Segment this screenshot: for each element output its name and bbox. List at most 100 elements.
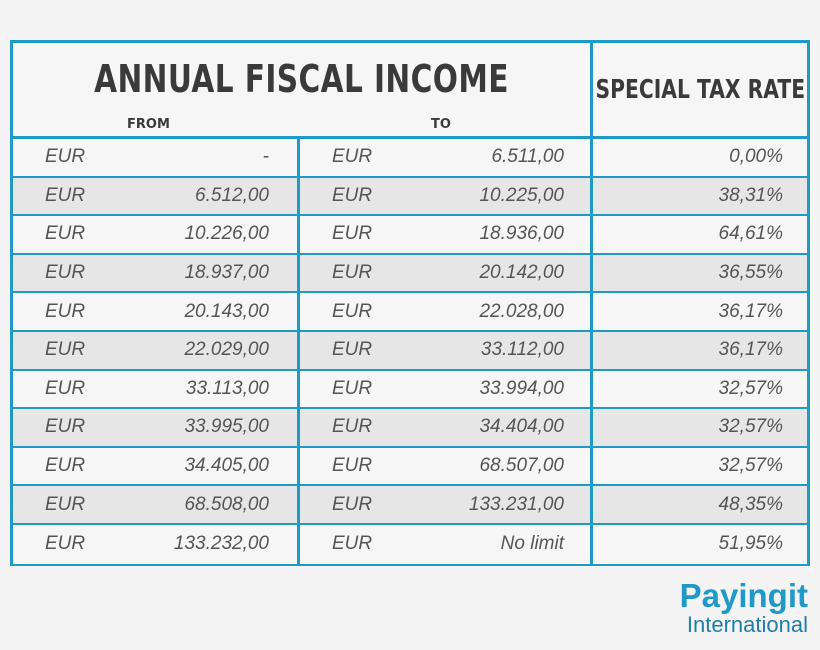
tax-rate-value: 38,31% [718,184,783,206]
to-cell: EUR No limit [300,524,593,564]
tax-rate-value: 32,57% [718,455,783,477]
to-cell: EUR 33.112,00 [300,331,593,369]
to-cell: EUR 18.936,00 [300,216,593,253]
from-amount: 18.937,00 [184,262,269,284]
to-currency: EUR [332,300,373,322]
from-currency: EUR [45,416,86,438]
to-amount: 34.404,00 [479,416,564,438]
from-cell: EUR 68.508,00 [13,486,300,523]
from-amount: 33.995,00 [184,416,269,438]
rate-cell: 32,57% [593,409,807,446]
from-amount: 20.143,00 [184,300,269,322]
tax-rate-table: ANNUAL FISCAL INCOME FROM TO SPECIAL TAX… [10,40,810,566]
rate-title: SPECIAL TAX RATE [595,74,805,105]
from-currency: EUR [45,533,86,555]
rate-cell: 36,55% [593,255,807,292]
to-currency: EUR [332,377,373,399]
rate-cell: 38,31% [593,178,807,215]
from-currency: EUR [45,377,86,399]
table-row: EUR 33.113,00 EUR 33.994,00 32,57% [13,370,807,410]
to-currency: EUR [332,455,373,477]
from-cell: EUR 34.405,00 [13,447,300,485]
to-cell: EUR 20.142,00 [300,254,593,292]
from-label: FROM [127,117,170,132]
rate-cell: 32,57% [593,448,807,485]
tax-rate-value: 48,35% [718,493,783,515]
from-amount: 133.232,00 [173,533,269,555]
from-currency: EUR [45,146,86,168]
rate-header: SPECIAL TAX RATE [593,43,807,136]
from-currency: EUR [45,455,86,477]
table-row: EUR 133.232,00 EUR No limit 51,95% [13,524,807,564]
from-cell: EUR 18.937,00 [13,254,300,292]
to-amount: No limit [500,533,564,555]
to-currency: EUR [332,416,373,438]
tax-rate-value: 32,57% [718,416,783,438]
rate-cell: 48,35% [593,486,807,523]
tax-rate-value: 32,57% [718,377,783,399]
to-currency: EUR [332,223,373,245]
to-amount: 33.112,00 [480,339,564,361]
table-row: EUR 6.512,00 EUR 10.225,00 38,31% [13,177,807,217]
income-title: ANNUAL FISCAL INCOME [94,57,509,101]
tax-rate-value: 36,17% [718,300,783,322]
table-row: EUR 33.995,00 EUR 34.404,00 32,57% [13,409,807,448]
to-amount: 10.225,00 [479,184,564,206]
to-currency: EUR [332,533,373,555]
table-row: EUR 22.029,00 EUR 33.112,00 36,17% [13,331,807,371]
from-cell: EUR 33.995,00 [13,409,300,446]
rate-cell: 36,17% [593,332,807,369]
from-cell: EUR 6.512,00 [13,177,300,215]
from-currency: EUR [45,493,86,515]
table-row: EUR 10.226,00 EUR 18.936,00 64,61% [13,216,807,255]
table-body: EUR - EUR 6.511,00 0,00% EUR 6.512,00 EUR 10.225… [13,139,807,564]
to-currency: EUR [332,146,373,168]
from-cell: EUR 133.232,00 [13,524,300,564]
rate-cell: 0,00% [593,139,807,176]
table-row: EUR 18.937,00 EUR 20.142,00 36,55% [13,254,807,294]
to-cell: EUR 34.404,00 [300,409,593,446]
to-amount: 68.507,00 [479,455,564,477]
tax-rate-value: 51,95% [718,533,783,555]
to-cell: EUR 33.994,00 [300,370,593,408]
from-amount: 34.405,00 [184,455,269,477]
tax-rate-value: 0,00% [729,146,783,168]
tax-rate-value: 36,55% [718,262,783,284]
tax-rate-value: 64,61% [718,223,783,245]
from-currency: EUR [45,184,86,206]
from-cell: EUR 20.143,00 [13,293,300,330]
table-row: EUR 34.405,00 EUR 68.507,00 32,57% [13,447,807,487]
from-currency: EUR [45,339,86,361]
to-cell: EUR 133.231,00 [300,486,593,523]
tax-rate-value: 36,17% [718,339,783,361]
from-amount: 22.029,00 [184,339,269,361]
from-amount: 6.512,00 [195,184,269,206]
table-header: ANNUAL FISCAL INCOME FROM TO SPECIAL TAX… [13,43,807,139]
to-currency: EUR [332,262,373,284]
rate-cell: 64,61% [593,216,807,253]
income-header: ANNUAL FISCAL INCOME FROM TO [13,43,593,136]
to-amount: 6.511,00 [491,146,564,168]
table-row: EUR - EUR 6.511,00 0,00% [13,139,807,178]
to-cell: EUR 6.511,00 [300,139,593,176]
paying-it-logo: Payingit International [680,578,808,636]
to-label: TO [431,117,451,132]
to-amount: 133.231,00 [468,493,564,515]
to-cell: EUR 22.028,00 [300,293,593,330]
from-amount: 10.226,00 [184,223,269,245]
from-currency: EUR [45,262,86,284]
from-currency: EUR [45,300,86,322]
from-amount: 68.508,00 [184,493,269,515]
table-row: EUR 68.508,00 EUR 133.231,00 48,35% [13,486,807,525]
logo-main-text: Payingit [679,577,808,614]
from-currency: EUR [45,223,86,245]
to-currency: EUR [332,493,373,515]
to-amount: 22.028,00 [479,300,564,322]
from-cell: EUR 10.226,00 [13,216,300,253]
to-amount: 18.936,00 [479,223,564,245]
to-amount: 33.994,00 [479,377,564,399]
to-cell: EUR 10.225,00 [300,177,593,215]
to-amount: 20.142,00 [479,262,564,284]
from-cell: EUR 33.113,00 [13,370,300,408]
from-cell: EUR 22.029,00 [13,331,300,369]
